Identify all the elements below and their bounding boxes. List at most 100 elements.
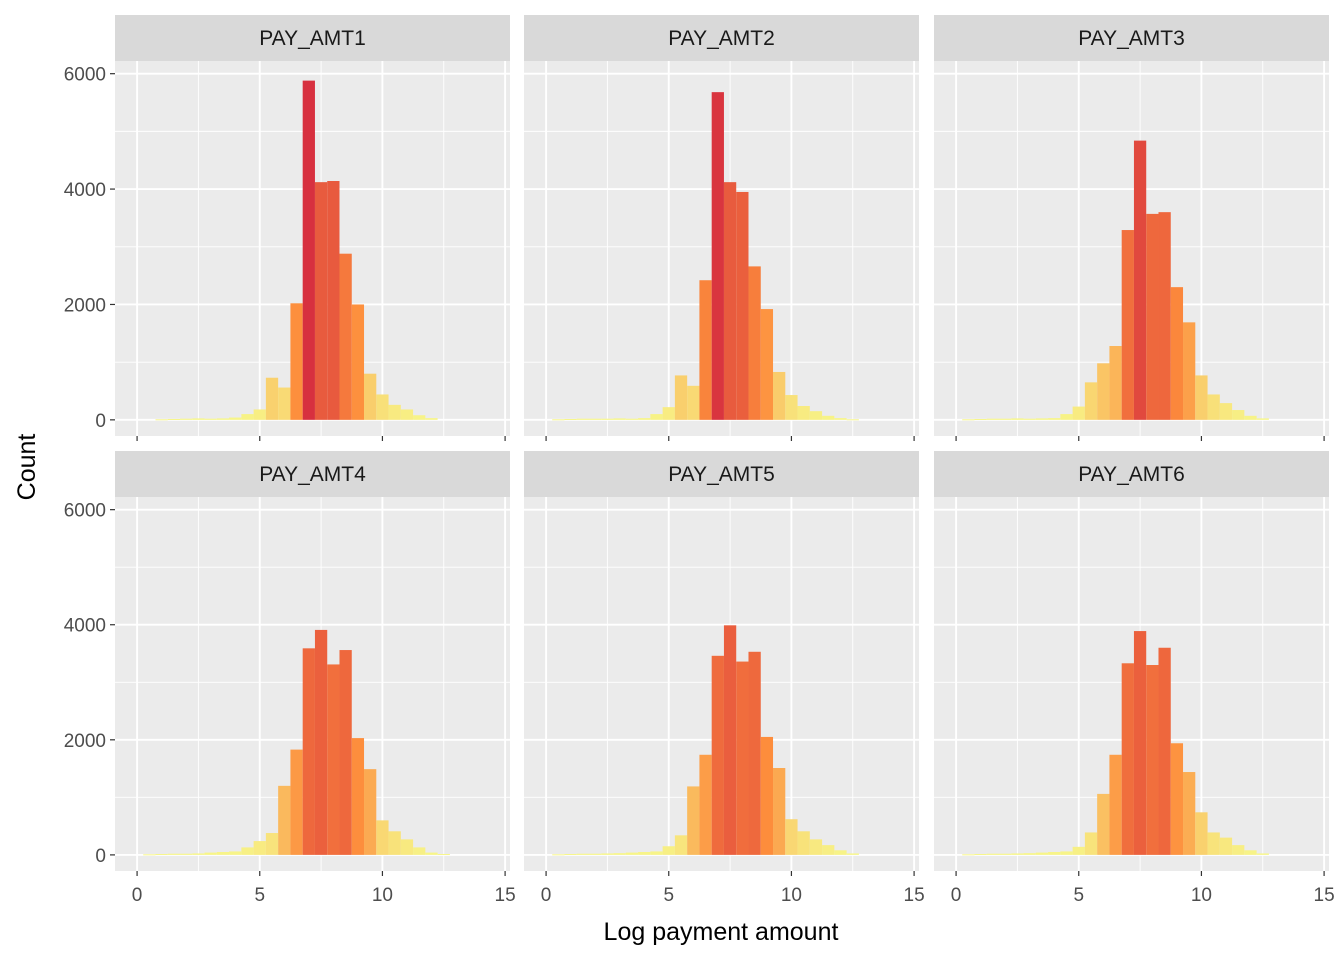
histogram-bar [155, 419, 168, 421]
histogram-bar [339, 253, 352, 420]
histogram-bar [204, 852, 217, 855]
histogram-bar [290, 749, 303, 855]
histogram-bar [760, 736, 774, 855]
histogram-bar [1183, 322, 1196, 420]
histogram-bar [400, 839, 414, 855]
histogram-bar [327, 181, 340, 420]
histogram-bar [999, 418, 1012, 420]
histogram-bar [834, 418, 847, 420]
histogram-bar [613, 418, 626, 420]
histogram-bar [1146, 665, 1159, 855]
facet-panel: PAY_AMT4 [115, 451, 510, 871]
histogram-bar [1035, 852, 1049, 855]
histogram-bar [822, 845, 835, 855]
histogram-bar [638, 418, 651, 420]
histogram-bar [650, 851, 663, 855]
histogram-bar [986, 853, 1000, 855]
histogram-bar [773, 371, 786, 420]
histogram-bar [773, 768, 786, 855]
histogram-bar [576, 418, 590, 420]
histogram-bar [846, 853, 859, 855]
x-tick-label: 0 [951, 885, 962, 906]
histogram-bar [589, 418, 602, 420]
y-tick-label: 2000 [64, 731, 106, 752]
facet-panel: PAY_AMT3 [934, 15, 1329, 436]
histogram-bar [1035, 418, 1049, 420]
histogram-bar [650, 414, 663, 420]
x-axis: 0 5 10 15 0 5 10 15 0 5 10 15 [132, 436, 1335, 906]
histogram-bar [413, 415, 426, 420]
histogram-bar [687, 786, 700, 855]
histogram-bar [143, 854, 156, 856]
facet-label: PAY_AMT2 [668, 27, 775, 50]
histogram-bar [388, 831, 401, 855]
histogram-bar [1072, 846, 1085, 855]
histogram-bar [1158, 212, 1171, 420]
histogram-bar [1072, 406, 1085, 420]
histogram-bar [413, 847, 426, 855]
histogram-bar [1011, 418, 1024, 420]
histogram-bar [216, 852, 230, 855]
histogram-bar [601, 418, 614, 420]
histogram-bar [155, 854, 168, 856]
histogram-bar [1195, 812, 1208, 855]
histogram-bar [1048, 852, 1061, 855]
facet-panel: PAY_AMT2 [524, 15, 919, 436]
histogram-bar [314, 182, 328, 420]
facet-label: PAY_AMT6 [1078, 463, 1185, 486]
x-axis-title: Log payment amount [604, 918, 839, 946]
histogram-bar [278, 785, 291, 855]
facet-strip [115, 451, 510, 497]
histogram-bar [797, 406, 810, 420]
x-tick-label: 10 [1191, 885, 1212, 906]
histogram-bar [1256, 418, 1269, 420]
histogram-bar [314, 629, 328, 855]
histogram-bar [216, 418, 230, 420]
histogram-bar [1256, 853, 1269, 855]
histogram-bar [785, 819, 798, 855]
histogram-bar [1121, 663, 1134, 855]
y-tick-label: 4000 [64, 616, 106, 637]
histogram-bar [601, 853, 614, 855]
histogram-bar [364, 373, 377, 420]
x-tick-label: 0 [132, 885, 143, 906]
histogram-bar [576, 853, 590, 855]
histogram-bar [1244, 415, 1257, 420]
histogram-bar [1232, 845, 1245, 855]
histogram-bar [809, 839, 823, 855]
histogram-bar [253, 409, 266, 420]
histogram-bar [180, 418, 193, 420]
x-tick-label: 10 [781, 885, 802, 906]
x-tick-label: 10 [372, 885, 393, 906]
histogram-bar [1232, 410, 1245, 420]
histogram-bar [327, 664, 340, 855]
facet-strip [934, 451, 1329, 497]
histogram-bar [711, 655, 724, 855]
histogram-bar [834, 850, 847, 855]
histogram-bar [846, 419, 859, 421]
y-tick-label: 6000 [64, 501, 106, 522]
facet-label: PAY_AMT5 [668, 463, 775, 486]
histogram-bar [1207, 832, 1220, 855]
facet-panel: PAY_AMT5 [524, 451, 919, 871]
histogram-bar [564, 418, 577, 420]
histogram-bar [552, 854, 565, 856]
y-tick-label: 2000 [64, 295, 106, 316]
histogram-bar [662, 407, 675, 420]
histogram-bar [1219, 403, 1233, 420]
histogram-bar [1170, 287, 1184, 420]
histogram-bar [351, 738, 365, 855]
histogram-bar [674, 835, 688, 855]
histogram-bar [760, 309, 774, 420]
y-tick-label: 4000 [64, 180, 106, 201]
histogram-bar [1219, 837, 1233, 855]
histogram-bar [999, 853, 1012, 855]
histogram-bar [1084, 832, 1098, 855]
histogram-bar [351, 304, 365, 420]
histogram-bar [437, 854, 450, 856]
histogram-bar [723, 625, 737, 855]
x-tick-label: 15 [1314, 885, 1335, 906]
histogram-bar [265, 833, 279, 855]
histogram-bar [699, 754, 712, 855]
